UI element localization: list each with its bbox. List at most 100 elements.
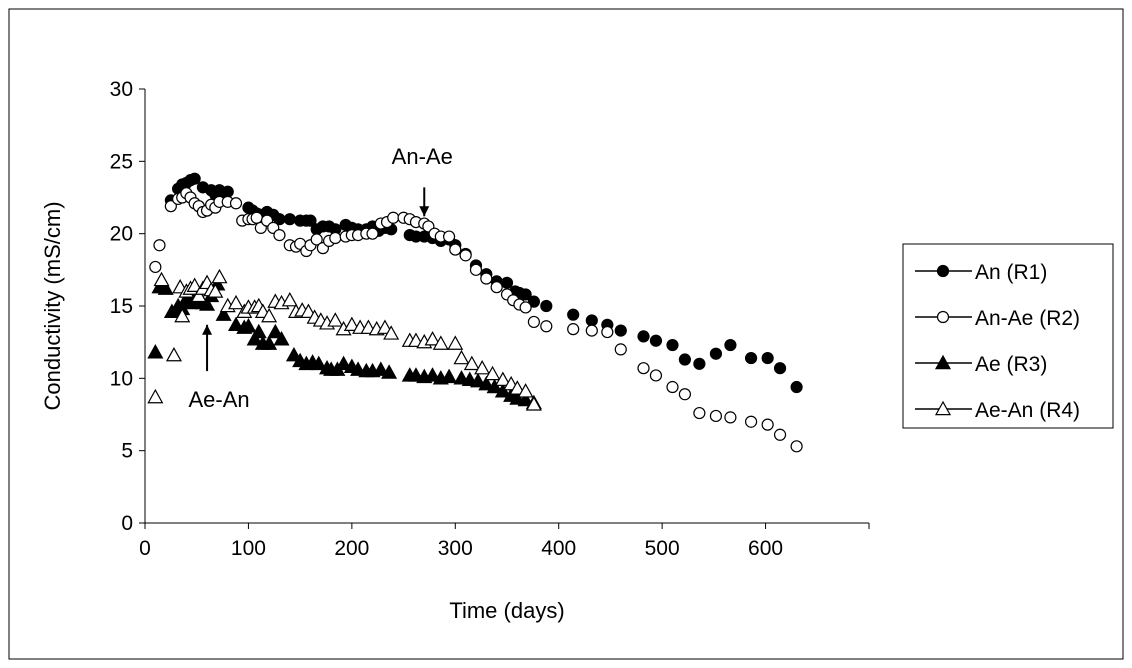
data-point [693, 406, 706, 420]
data-point [790, 380, 803, 394]
data-point [678, 353, 691, 366]
data-point [459, 249, 472, 262]
y-tick-label: 0 [121, 512, 133, 535]
legend-label: Ae-An (R4) [975, 399, 1080, 422]
data-point [519, 301, 532, 314]
data-point [486, 378, 503, 394]
data-point [517, 383, 534, 398]
data-point [442, 230, 456, 243]
data-point [250, 211, 263, 224]
data-point [540, 299, 553, 313]
data-point [744, 351, 758, 365]
x-axis-ticks: 0 100 200 300 400 500 600 [139, 523, 870, 560]
data-point [490, 281, 503, 294]
x-tick-label: 300 [438, 537, 473, 560]
data-point [221, 185, 234, 198]
data-point [207, 283, 224, 298]
legend-box [902, 243, 1114, 429]
data-point [525, 396, 542, 411]
y-tick-label: 10 [110, 367, 133, 390]
data-point [469, 263, 483, 276]
x-axis-label: Time (days) [449, 598, 564, 623]
legend-label: An (R1) [975, 261, 1047, 284]
y-tick-label: 25 [110, 150, 133, 173]
data-point [215, 306, 232, 321]
y-tick-label: 5 [121, 440, 133, 463]
data-point [509, 380, 526, 395]
data-point [424, 367, 441, 382]
data-point [601, 325, 614, 339]
data-point [190, 287, 207, 303]
data-point [678, 388, 691, 401]
data-point [474, 359, 491, 375]
data-point [147, 388, 164, 404]
data-point [149, 260, 162, 274]
data-point [227, 294, 245, 310]
data-point [250, 323, 267, 339]
data-point [637, 330, 650, 343]
data-point [424, 331, 441, 346]
data-point [614, 343, 627, 356]
legend-label: An-Ae (R2) [975, 307, 1080, 330]
data-point [637, 362, 650, 375]
data-point [246, 331, 263, 346]
data-point [387, 211, 400, 224]
x-tick-label: 100 [231, 537, 266, 560]
data-point [567, 308, 580, 321]
data-point [519, 288, 532, 301]
data-point [649, 369, 663, 382]
data-point [165, 346, 182, 362]
data-point [343, 316, 360, 332]
data-point [310, 233, 323, 246]
x-tick-label: 0 [139, 537, 151, 560]
data-point [164, 200, 177, 213]
data-point [773, 428, 787, 441]
data-point [585, 324, 598, 337]
data-point [147, 344, 164, 359]
data-point [761, 351, 774, 365]
data-point [261, 307, 278, 323]
x-tick-label: 400 [541, 537, 576, 560]
y-tick-label: 20 [110, 223, 133, 246]
data-point [432, 335, 449, 350]
y-axis-label: Conductivity (mS/cm) [40, 201, 65, 410]
annotation-arrowhead [419, 206, 430, 217]
data-point [261, 335, 278, 350]
data-point [517, 391, 534, 407]
data-point [540, 320, 553, 333]
data-point [199, 296, 216, 311]
data-point [174, 307, 191, 323]
data-point [267, 323, 284, 339]
legend-marker [936, 310, 950, 324]
data-point [153, 239, 166, 252]
data-point [304, 214, 317, 227]
legend-marker [934, 354, 952, 370]
data-point [693, 357, 706, 370]
data-point [335, 355, 352, 371]
legend: An (R1) An-Ae (R2) Ae (R3) Ae-An (R4) [902, 243, 1114, 429]
data-point [500, 276, 514, 289]
legend-item: An-Ae (R2) [915, 307, 1080, 330]
legend-label: Ae (R3) [975, 353, 1047, 376]
x-tick-label: 500 [645, 537, 680, 560]
legend-item: Ae-An (R4) [915, 399, 1080, 422]
data-point [494, 371, 511, 386]
plot-area [147, 172, 803, 453]
data-point [527, 315, 540, 329]
data-point [366, 227, 379, 240]
data-point [211, 268, 228, 284]
y-tick-label: 15 [110, 295, 133, 318]
data-point [649, 334, 663, 347]
data-point [283, 213, 296, 226]
data-point [329, 231, 342, 245]
data-point [470, 372, 487, 388]
data-point [567, 323, 580, 336]
annotation-label: Ae-An [188, 387, 249, 412]
series-4 [147, 268, 542, 411]
data-point [585, 314, 598, 327]
data-point [614, 324, 627, 337]
data-point [310, 355, 327, 371]
y-axis-ticks: 0 5 10 15 20 25 30 [110, 78, 145, 535]
